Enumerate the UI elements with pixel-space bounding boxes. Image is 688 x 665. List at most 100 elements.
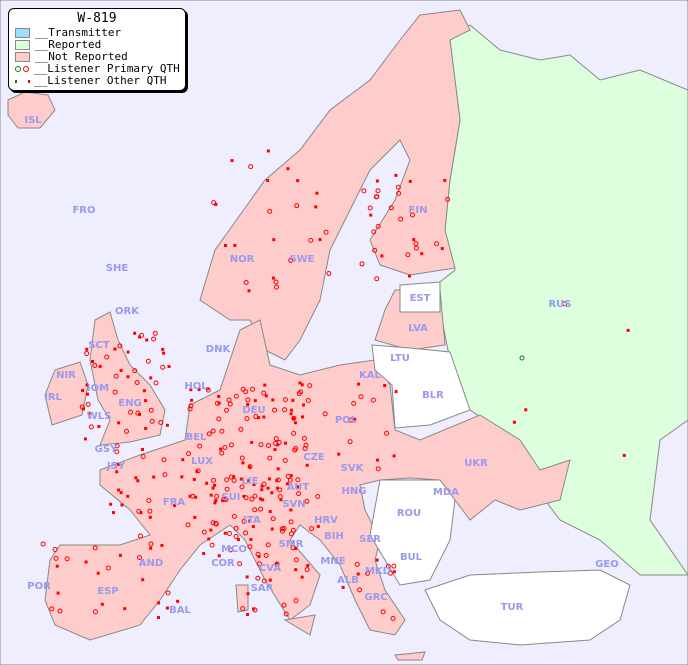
country-est[interactable] <box>399 281 441 313</box>
listener-other-qth <box>217 401 221 405</box>
country-label-sar: SAR <box>251 583 274 594</box>
country-label-and: AND <box>139 558 163 569</box>
listener-primary-qth <box>243 279 249 285</box>
country-ltu-blr[interactable] <box>371 344 471 429</box>
listener-other-qth <box>257 416 261 420</box>
legend-not-reported: __Not Reported <box>9 51 185 63</box>
country-crete[interactable] <box>394 651 426 661</box>
listener-primary-qth <box>137 555 143 561</box>
country-rus[interactable] <box>429 24 688 576</box>
listener-primary-qth <box>248 164 254 170</box>
listener-primary-qth <box>304 567 310 573</box>
listener-other-qth <box>301 403 305 407</box>
listener-other-qth <box>157 601 161 605</box>
listener-other-qth <box>115 470 119 474</box>
listener-other-qth <box>622 453 626 457</box>
listener-other-qth <box>144 399 148 403</box>
listener-primary-qth <box>240 606 246 612</box>
listener-other-qth <box>165 606 169 610</box>
country-label-nor: NOR <box>230 254 255 265</box>
listener-other-qth <box>268 578 272 582</box>
listener-primary-qth <box>291 415 297 421</box>
listener-primary-qth <box>227 547 233 553</box>
country-tur[interactable] <box>424 569 631 646</box>
listener-primary-qth <box>213 521 219 527</box>
listener-primary-qth <box>273 284 279 290</box>
country-label-mco: MCO <box>221 544 247 555</box>
listener-primary-qth <box>365 570 371 576</box>
listener-other-qth <box>247 479 251 483</box>
listener-other-qth <box>294 546 298 550</box>
listener-primary-qth <box>281 602 287 608</box>
listener-primary-qth <box>288 519 294 525</box>
listener-primary-qth <box>243 495 249 501</box>
listener-primary-qth <box>224 477 230 483</box>
legend-transmitter: __Transmitter <box>9 27 185 39</box>
listener-primary-qth <box>385 563 391 569</box>
country-sar[interactable] <box>235 584 249 613</box>
listener-other-qth <box>266 486 270 490</box>
country-sicily[interactable] <box>283 614 316 636</box>
country-label-jsy: JSY <box>106 461 126 472</box>
listener-other-qth <box>116 462 120 466</box>
listener-other-qth <box>81 407 85 411</box>
country-label-mne: MNE <box>320 556 345 567</box>
listener-primary-qth <box>134 379 140 385</box>
listener-primary-qth <box>390 615 396 621</box>
listener-primary-qth <box>197 443 203 449</box>
listener-other-qth <box>193 515 197 519</box>
listener-primary-qth <box>288 257 294 263</box>
country-label-hng: HNG <box>342 486 367 497</box>
listener-other-qth <box>87 411 91 415</box>
country-nor-swe-fin[interactable] <box>199 9 471 361</box>
listener-other-qth <box>276 443 280 447</box>
listener-other-qth <box>236 538 240 542</box>
listener-primary-qth <box>282 407 288 413</box>
listener-other-qth <box>286 167 290 171</box>
listener-primary-qth <box>279 526 285 532</box>
country-irl[interactable] <box>44 361 89 426</box>
country-label-lva: LVA <box>408 323 428 334</box>
legend: W-819 __Transmitter __Reported __Not Rep… <box>8 8 186 91</box>
listener-other-qth <box>443 178 447 182</box>
country-label-smr: SMR <box>279 539 304 550</box>
listener-primary-qth <box>361 188 367 194</box>
legend-label: __Listener Primary QTH <box>34 62 180 75</box>
country-continent[interactable] <box>44 319 571 641</box>
listener-primary-qth <box>292 447 298 453</box>
listener-primary-qth <box>287 477 293 483</box>
country-label-fin: FIN <box>409 205 428 216</box>
listener-primary-qth <box>239 484 245 490</box>
listener-other-qth <box>117 421 121 425</box>
listener-primary-qth <box>305 397 311 403</box>
listener-other-qth <box>247 465 251 469</box>
country-gbr[interactable] <box>89 311 166 446</box>
listener-primary-qth <box>190 493 196 499</box>
listener-primary-qth <box>265 442 271 448</box>
country-label-svk: SVK <box>341 463 365 474</box>
listener-other-qth <box>123 607 127 611</box>
listener-other-qth <box>376 458 380 462</box>
listener-primary-qth <box>148 407 154 413</box>
listener-other-qth <box>194 495 198 499</box>
country-label-por: POR <box>27 581 51 592</box>
listener-primary-qth <box>161 457 167 463</box>
listener-primary-qth <box>231 513 237 519</box>
listener-primary-qth <box>267 208 273 214</box>
listener-other-qth <box>113 347 117 351</box>
listener-primary-qth <box>201 529 207 535</box>
listener-primary-qth <box>137 533 143 539</box>
listener-primary-qth <box>213 493 219 499</box>
listener-other-qth <box>239 477 243 481</box>
listener-primary-qth <box>315 493 321 499</box>
listener-primary-qth <box>282 397 288 403</box>
country-isl[interactable] <box>7 91 56 129</box>
listener-other-qth <box>294 568 298 572</box>
listener-other-qth <box>211 486 215 490</box>
listener-other-qth <box>392 570 396 574</box>
listener-other-qth <box>149 376 153 380</box>
country-rou-bul-etc[interactable] <box>369 479 456 586</box>
listener-primary-qth <box>388 205 394 211</box>
listener-other-qth <box>209 528 213 532</box>
